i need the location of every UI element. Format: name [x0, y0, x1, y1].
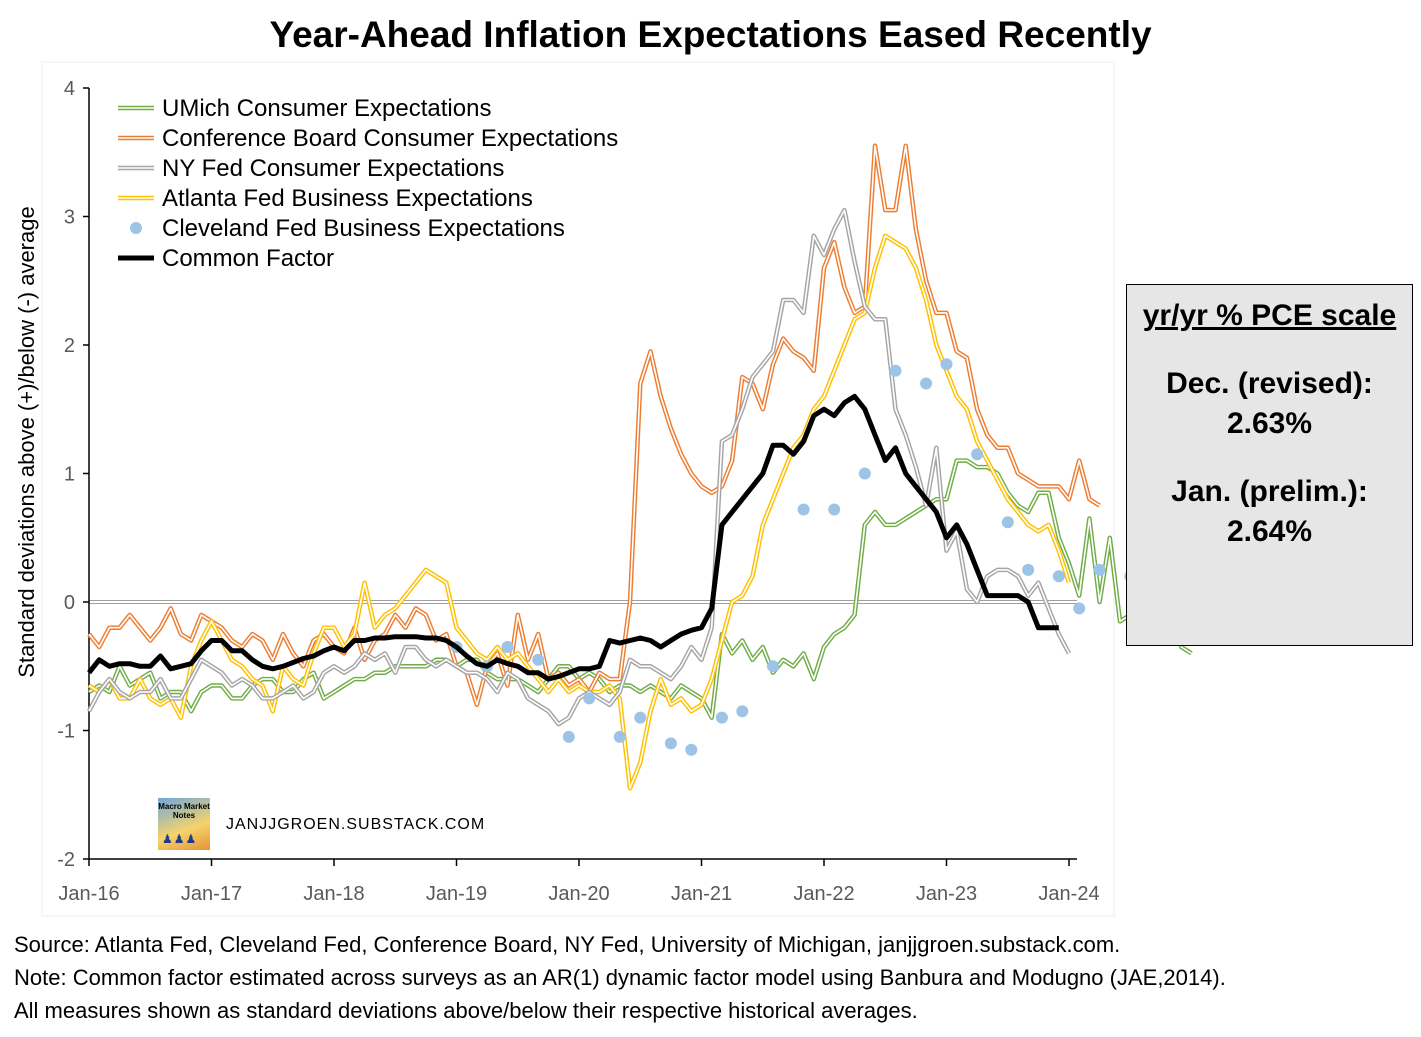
y-tick-label: 3 [64, 207, 75, 229]
legend-label: Conference Board Consumer Expectations [162, 125, 618, 152]
x-tick-label: Jan-16 [58, 883, 119, 905]
umich-series-line-core [88, 459, 1192, 719]
legend-label: Cleveland Fed Business Expectations [162, 215, 565, 242]
atlanta_fed-series-line-core [88, 235, 1070, 790]
cleveland_fed-point [583, 692, 596, 705]
cleveland_fed-point [1022, 563, 1035, 576]
cleveland_fed-point [1093, 563, 1106, 576]
cleveland_fed-point [1073, 602, 1086, 615]
chart-title: Year-Ahead Inflation Expectations Eased … [269, 14, 1152, 55]
cleveland_fed-point [613, 730, 626, 743]
cleveland_fed-point [828, 503, 841, 516]
measure-note: All measures shown as standard deviation… [14, 998, 918, 1023]
pce-scale-box: yr/yr % PCE scale Dec. (revised): 2.63% … [1126, 284, 1413, 646]
pce-dec-label: Dec. (revised): [1166, 367, 1373, 400]
cleveland_fed-point [940, 358, 953, 371]
cleveland_fed-point [1052, 570, 1065, 583]
cleveland_fed-point [562, 730, 575, 743]
legend: UMich Consumer Expectations Conference Bo… [118, 95, 618, 272]
legend-label: Common Factor [162, 245, 334, 272]
conference_board-series-line-core [88, 145, 1101, 706]
cleveland_fed-point [797, 503, 810, 516]
cleveland_fed-legend-swatch [130, 222, 142, 234]
pce-dec-value: 2.63% [1226, 407, 1313, 440]
legend-label: NY Fed Consumer Expectations [162, 155, 504, 182]
series-lines [87, 143, 1193, 791]
people-icon: ♟♟♟ [162, 832, 198, 846]
x-tick-label: Jan-17 [181, 883, 242, 905]
y-axis-label: Standard deviations above (+)/below (-) … [14, 206, 39, 677]
cleveland_fed-point [634, 711, 647, 724]
cleveland_fed-point [736, 705, 749, 718]
footnotes: Source: Atlanta Fed, Cleveland Fed, Conf… [14, 928, 1226, 1027]
y-tick-label: 2 [64, 335, 75, 357]
cleveland_fed-point [664, 737, 677, 750]
source-note: Source: Atlanta Fed, Cleveland Fed, Conf… [14, 932, 1121, 957]
cleveland_fed-point [920, 377, 933, 390]
x-tick-label: Jan-18 [303, 883, 364, 905]
cleveland_fed-point [532, 653, 545, 666]
x-tick-label: Jan-22 [793, 883, 854, 905]
x-tick-label: Jan-24 [1038, 883, 1099, 905]
axes: -2 -1 0 1 2 3 4 Jan-16 Jan-17 Jan-18 Jan-19 Jan-20 J… [57, 78, 1099, 905]
common_factor-series-line [87, 393, 1059, 682]
y-tick-label: -2 [57, 849, 75, 871]
x-tick-label: Jan-20 [548, 883, 609, 905]
cleveland_fed-point [971, 448, 984, 461]
macro-market-notes-logo: Macro Market Notes ♟♟♟ [158, 798, 210, 850]
y-tick-label: 4 [64, 78, 75, 100]
cleveland_fed-point [767, 660, 779, 673]
x-tick-label: Jan-23 [916, 883, 977, 905]
y-tick-label: -1 [57, 721, 75, 743]
legend-label: UMich Consumer Expectations [162, 95, 491, 122]
pce-box-heading: yr/yr % PCE scale [1142, 299, 1397, 332]
cleveland_fed-point [1001, 516, 1014, 529]
y-tick-label: 1 [64, 464, 75, 486]
cleveland_fed-point [685, 743, 698, 756]
x-tick-label: Jan-19 [426, 883, 487, 905]
logo-text: Macro Market Notes [158, 802, 210, 820]
pce-jan-value: 2.64% [1226, 515, 1313, 548]
pce-jan-label: Jan. (prelim.): [1171, 475, 1368, 508]
cleveland_fed-point [501, 641, 514, 653]
watermark-text: JANJJGROEN.SUBSTACK.COM [226, 816, 486, 833]
plot-background [41, 61, 1115, 917]
y-tick-label: 0 [64, 592, 75, 614]
legend-label: Atlanta Fed Business Expectations [162, 185, 533, 212]
ny_fed-series-line-core [88, 209, 1070, 725]
cleveland_fed-point [889, 364, 902, 377]
cleveland_fed-point [715, 711, 728, 724]
zero-reference-line [89, 600, 1077, 604]
cleveland_fed-point [858, 467, 871, 480]
x-tick-label: Jan-21 [671, 883, 732, 905]
method-note: Note: Common factor estimated across sur… [14, 965, 1226, 990]
